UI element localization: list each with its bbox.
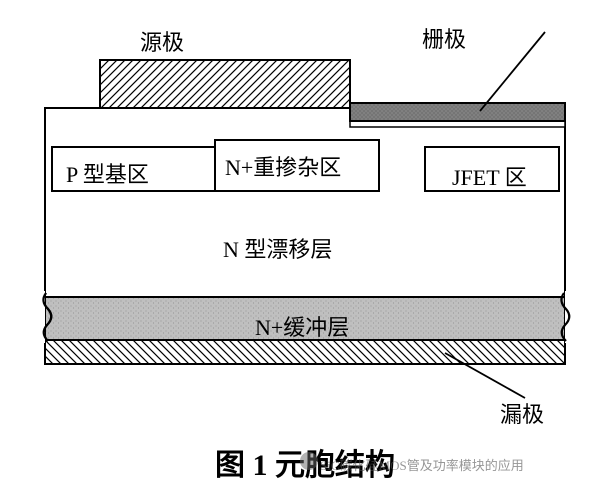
diagram-canvas: 源极 栅极 P 型基区 N+重掺杂区 JFET 区 N 型漂移层 N+缓冲层 漏…: [0, 0, 610, 503]
gate-label: 栅极: [422, 22, 466, 54]
n-buffer-label: N+缓冲层: [255, 310, 349, 342]
watermark-text: SiC碳化硅MOS管及功率模块的应用: [320, 455, 524, 474]
n-drift-label: N 型漂移层: [223, 232, 332, 264]
jfet-label: JFET 区: [452, 160, 527, 192]
drain-label: 漏极: [500, 397, 544, 429]
watermark-avatar: [300, 452, 318, 470]
gate-electrode: [350, 103, 565, 121]
n-heavy-label: N+重掺杂区: [225, 150, 341, 182]
drain-electrode: [45, 340, 565, 364]
source-label: 源极: [140, 25, 184, 57]
source-electrode: [100, 60, 350, 108]
p-base-label: P 型基区: [66, 157, 149, 189]
gate-leader: [480, 32, 545, 111]
